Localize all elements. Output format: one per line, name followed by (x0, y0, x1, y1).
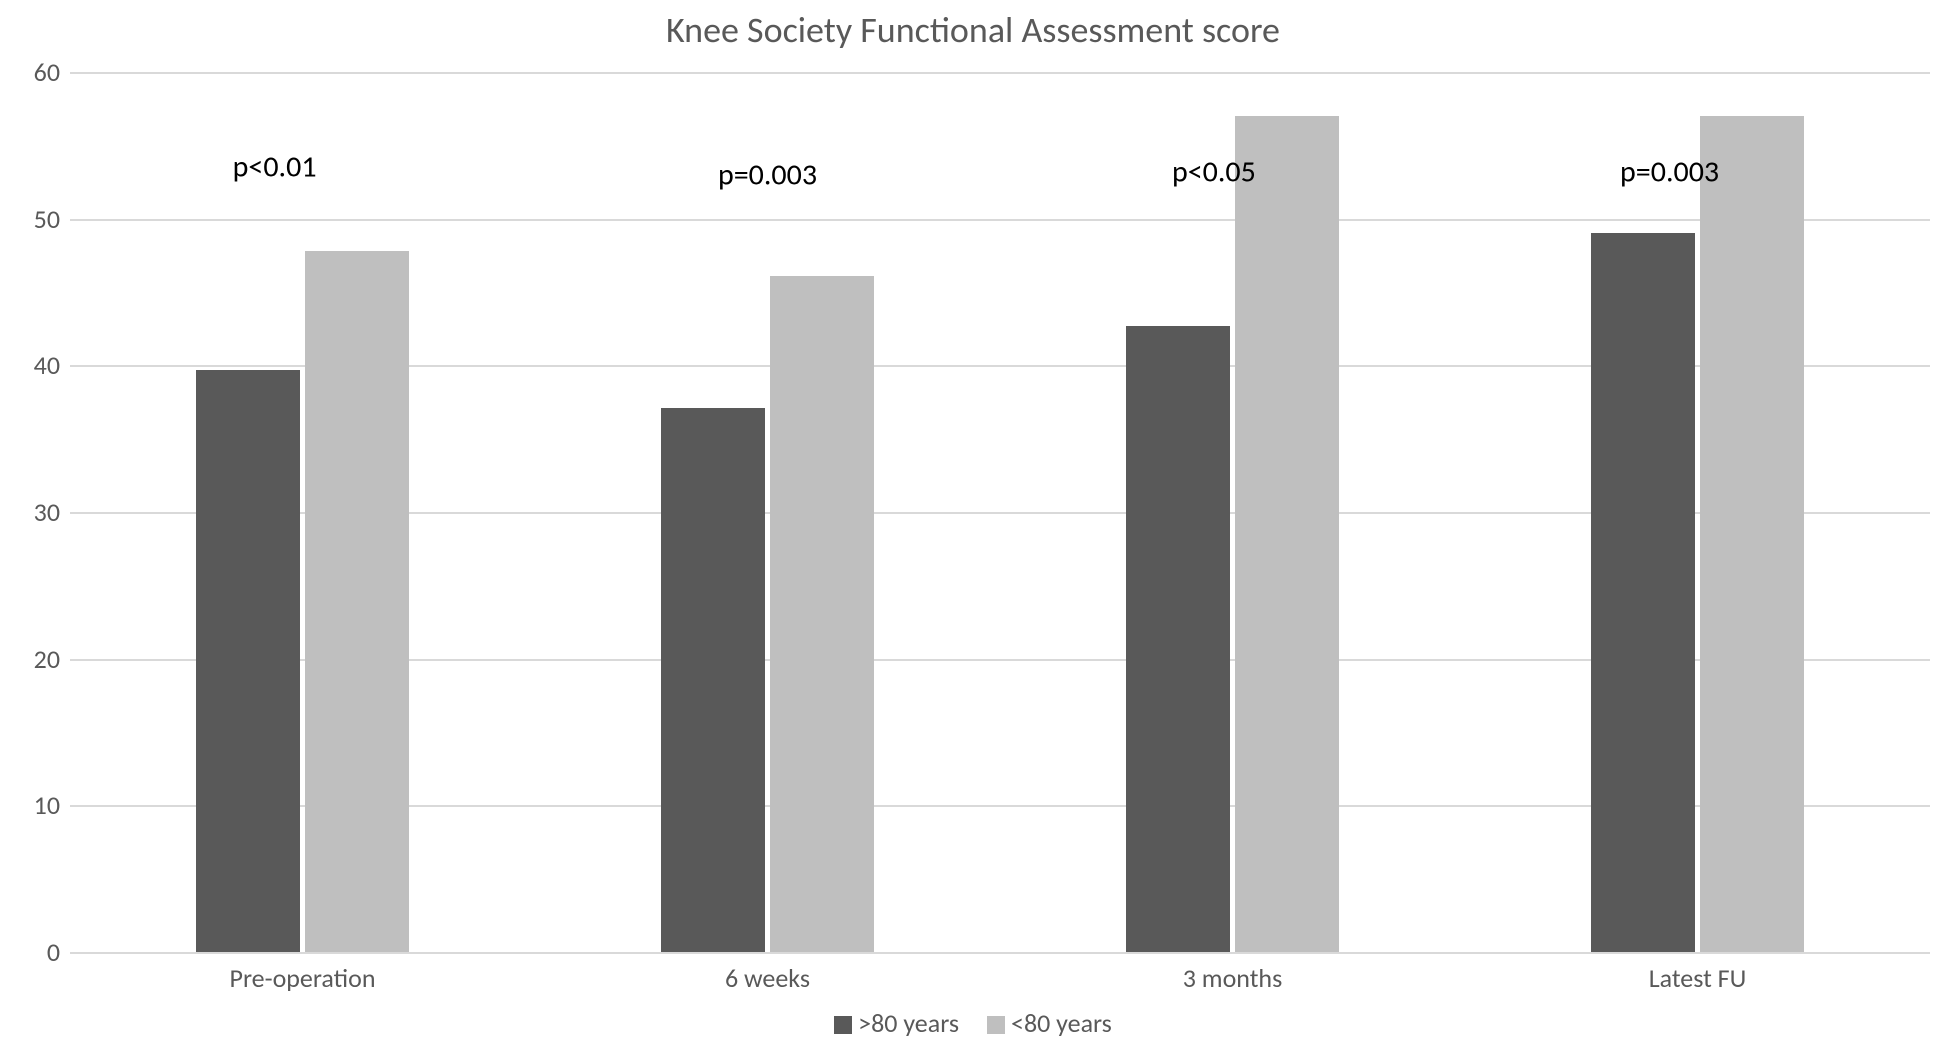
plot-area: Pre-operation6 weeks3 monthsLatest FUp<0… (70, 72, 1930, 954)
bar (1591, 233, 1696, 952)
legend-item: >80 years (834, 1007, 959, 1039)
chart-container: Knee Society Functional Assessment score… (0, 0, 1946, 1059)
chart-title: Knee Society Functional Assessment score (0, 8, 1946, 52)
legend: >80 years <80 years (0, 1007, 1946, 1039)
x-tick-label: 6 weeks (725, 962, 810, 994)
legend-swatch (987, 1016, 1005, 1034)
y-tick-label: 20 (0, 643, 60, 675)
bar (770, 276, 875, 952)
bar (1235, 116, 1340, 952)
gridline (70, 72, 1930, 74)
y-tick-label: 10 (0, 789, 60, 821)
y-tick-label: 50 (0, 203, 60, 235)
bar (661, 408, 766, 952)
legend-item: <80 years (987, 1007, 1112, 1039)
x-tick-label: Latest FU (1649, 962, 1747, 994)
legend-label: <80 years (1011, 1007, 1112, 1039)
x-tick-label: Pre-operation (230, 962, 376, 994)
p-value-annotation: p=0.003 (1620, 153, 1719, 190)
p-value-annotation: p<0.01 (233, 149, 317, 186)
x-tick-label: 3 months (1183, 962, 1283, 994)
y-tick-label: 30 (0, 496, 60, 528)
gridline (70, 219, 1930, 221)
legend-swatch (834, 1016, 852, 1034)
bar (305, 251, 410, 952)
bar (196, 370, 301, 952)
p-value-annotation: p<0.05 (1172, 153, 1256, 190)
y-tick-label: 40 (0, 349, 60, 381)
bar (1700, 116, 1805, 952)
legend-label: >80 years (858, 1007, 959, 1039)
y-tick-label: 60 (0, 56, 60, 88)
y-tick-label: 0 (0, 936, 60, 968)
p-value-annotation: p=0.003 (718, 156, 817, 193)
bar (1126, 326, 1231, 952)
